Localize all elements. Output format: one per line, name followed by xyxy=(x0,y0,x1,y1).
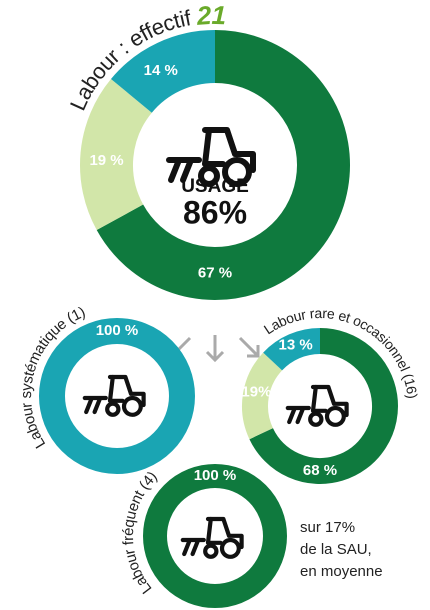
count: (4) xyxy=(136,468,161,493)
donut-segment xyxy=(39,318,195,474)
value-label: 68 % xyxy=(303,462,337,479)
donut-segment xyxy=(110,30,216,114)
donut-segment xyxy=(263,328,321,371)
arrows xyxy=(170,335,260,363)
donut-segment xyxy=(249,328,398,484)
donut-segment xyxy=(143,464,287,608)
value-label: 19 % xyxy=(89,152,123,169)
note-line: sur 17% xyxy=(300,519,355,536)
donut-segment xyxy=(242,352,283,440)
tractor-icon xyxy=(183,519,242,557)
value-label: 100 % xyxy=(194,467,237,484)
count: 21 xyxy=(195,0,227,31)
value-label: 19% xyxy=(241,383,271,400)
note-line: de la SAU, xyxy=(300,541,372,558)
count: (1) xyxy=(64,304,88,327)
donut-segment xyxy=(80,78,153,231)
center-value: 86% xyxy=(183,194,247,230)
center-label: USAGE xyxy=(181,176,249,197)
value-label: 67 % xyxy=(198,264,232,281)
tractor-icon xyxy=(288,387,347,425)
donut-segment xyxy=(96,30,350,300)
value-label: 13 % xyxy=(279,337,313,354)
value-label: 100 % xyxy=(96,322,139,339)
count: (16) xyxy=(400,371,421,399)
value-label: 14 % xyxy=(144,62,178,79)
note-line: en moyenne xyxy=(300,563,383,580)
tractor-icon xyxy=(85,377,144,415)
